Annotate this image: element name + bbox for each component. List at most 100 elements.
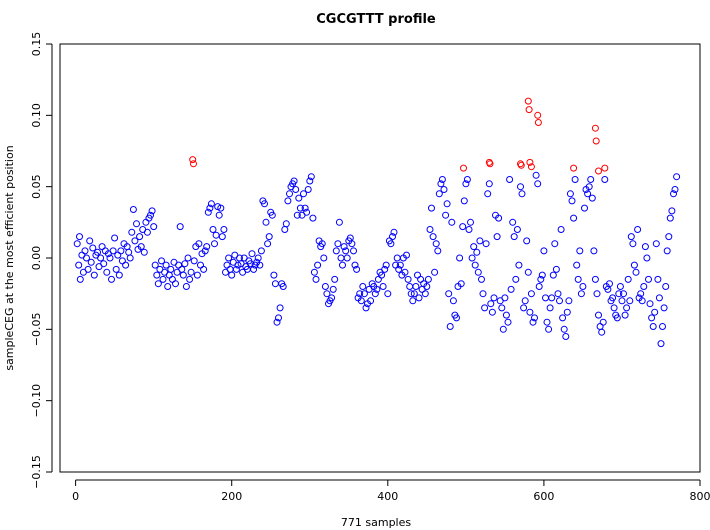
x-tick-label: 800 [690,490,710,503]
data-point [256,261,264,269]
data-point [423,283,431,290]
data-point [623,304,631,312]
data-point [332,247,340,255]
data-point [526,158,534,166]
data-point [534,180,542,188]
data-point [568,197,576,205]
data-point [488,308,496,316]
data-point [396,261,404,269]
data-point [273,318,281,326]
data-point [367,297,375,305]
data-point [334,240,342,248]
data-point [318,240,326,248]
data-point [114,251,122,259]
data-point [248,250,256,258]
data-point [382,261,390,269]
data-point [560,325,568,333]
data-point [153,271,161,279]
y-tick-label: −0.05 [30,312,43,346]
data-point [203,243,211,251]
data-point [200,265,208,273]
data-point [620,290,627,298]
data-point [471,261,479,269]
data-point [417,275,425,283]
data-point [286,190,293,198]
data-point [314,261,322,269]
data-point [189,156,197,164]
data-point [106,254,114,262]
data-point [373,285,381,293]
data-point [429,233,437,241]
data-point [481,304,489,312]
data-point [470,243,478,251]
data-point [103,268,111,276]
data-point [232,265,240,273]
data-point [473,248,481,256]
data-point [476,237,484,245]
data-point [570,164,578,172]
data-point [147,211,154,219]
data-point [485,180,493,188]
data-point [226,265,234,273]
data-point [393,254,401,262]
data-point [601,164,609,172]
data-point [659,323,666,330]
data-point [542,294,549,302]
data-point [573,261,581,269]
data-point [577,290,585,298]
data-point [281,226,289,233]
data-point [562,333,570,340]
data-point [415,294,423,302]
data-point [309,214,317,222]
data-point [588,194,596,202]
data-point [610,304,618,312]
data-point [290,177,298,185]
data-point [215,211,223,219]
data-point [601,176,609,183]
data-point [125,248,133,256]
data-point [591,124,599,132]
y-axis-label: sampleCEG at the most efficient position [3,145,16,370]
data-point [122,261,130,269]
data-point [565,297,573,305]
data-point [353,265,361,273]
data-point [637,290,645,298]
data-point [136,233,144,241]
data-point [512,275,520,283]
data-point [449,297,457,305]
data-point [217,204,225,212]
data-point [606,280,613,288]
data-point [87,258,95,266]
data-point [518,190,526,198]
data-point [384,290,392,298]
data-point [172,280,179,288]
data-point [654,275,662,283]
data-point [140,248,148,256]
data-point [507,285,515,293]
data-point [627,233,635,241]
data-point [548,294,556,302]
data-point [428,204,435,212]
y-tick-label: 0.05 [30,174,43,199]
data-point [404,275,412,283]
data-point [306,177,314,185]
data-point [75,261,83,269]
data-point [666,214,674,222]
data-point [571,176,579,183]
data-point [165,271,173,279]
data-point [504,318,512,326]
data-point [265,233,273,241]
data-point [310,268,318,276]
data-point [323,290,331,298]
data-point [328,294,336,302]
data-point [616,283,624,290]
data-point [195,240,203,248]
data-point [340,243,348,251]
data-point [312,275,320,283]
data-point [493,233,501,241]
data-point [478,275,485,283]
data-point [634,226,642,233]
data-point [487,300,495,308]
data-point [331,275,339,283]
data-point [320,254,328,262]
